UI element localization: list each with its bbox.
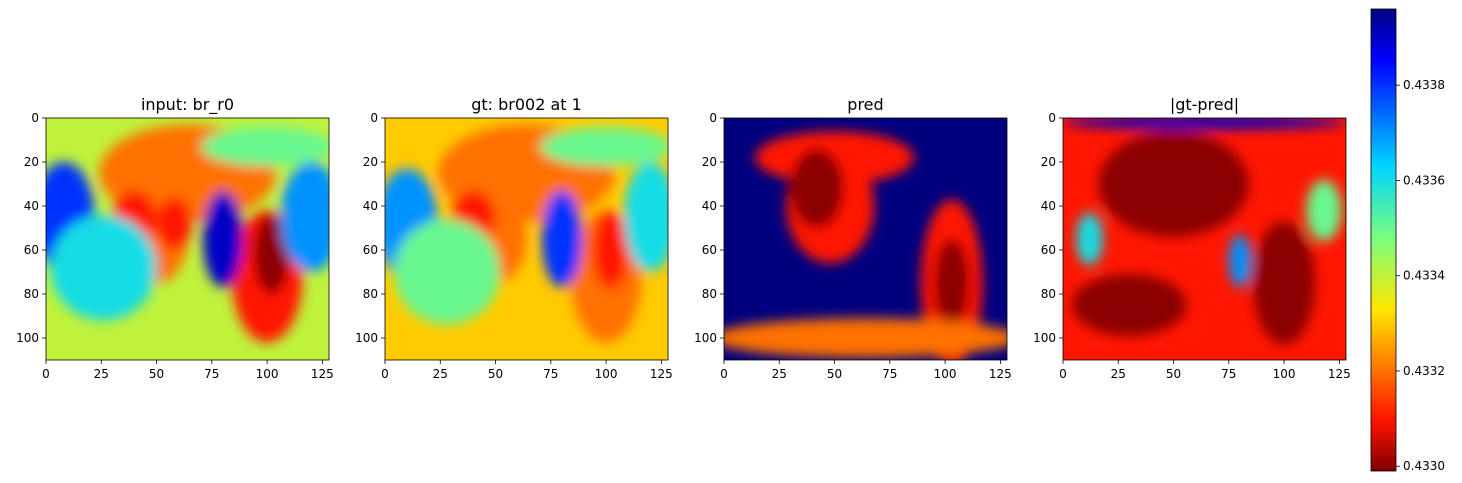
y-tick-label: 80 bbox=[24, 287, 39, 301]
y-tick-label: 20 bbox=[1041, 155, 1056, 169]
y-tick-label: 0 bbox=[709, 111, 717, 125]
x-tick-label: 100 bbox=[1273, 367, 1296, 381]
axes-frame bbox=[1062, 117, 1347, 361]
x-tick-label: 125 bbox=[989, 367, 1012, 381]
heatmap-region-3 bbox=[790, 148, 844, 228]
y-tick-label: 100 bbox=[1033, 331, 1056, 345]
y-tick-label: 40 bbox=[363, 199, 378, 213]
colorbar: 0.4338 0.4336 0.4334 0.4332 0.4330 bbox=[1370, 8, 1445, 473]
y-tick-label: 80 bbox=[1041, 287, 1056, 301]
axes-frame bbox=[45, 117, 330, 361]
heatmap-region-5 bbox=[934, 239, 970, 327]
y-tick-label: 60 bbox=[24, 243, 39, 257]
panel-title: input: br_r0 bbox=[141, 95, 234, 115]
x-tick-label: 75 bbox=[1221, 367, 1236, 381]
y-tick-label: 80 bbox=[702, 287, 717, 301]
x-tick-label: 75 bbox=[882, 367, 897, 381]
heatmap-region-5 bbox=[592, 210, 629, 290]
x-tick-label: 50 bbox=[827, 367, 842, 381]
x-tick-label: 0 bbox=[42, 367, 50, 381]
heatmap-panel-2: gt: br002 at 1 0 25 50 75 100 125 0 20 40 60 80 100 bbox=[355, 95, 673, 381]
x-tick-label: 100 bbox=[595, 367, 618, 381]
x-tick-label: 25 bbox=[772, 367, 787, 381]
heatmap-image bbox=[1063, 118, 1346, 360]
heatmap-region-9 bbox=[623, 162, 668, 272]
heatmap-image bbox=[724, 118, 1007, 360]
y-tick-label: 40 bbox=[702, 199, 717, 213]
x-tick-label: 0 bbox=[720, 367, 728, 381]
y-tick-label: 0 bbox=[370, 111, 378, 125]
x-tick-label: 75 bbox=[204, 367, 219, 381]
y-tick-label: 20 bbox=[702, 155, 717, 169]
heatmap-panel-3: pred 0 25 50 75 100 125 0 20 40 60 80 100 bbox=[694, 95, 1012, 381]
axes-frame bbox=[723, 117, 1008, 361]
heatmap-region-8 bbox=[541, 190, 582, 288]
y-tick-label: 20 bbox=[24, 155, 39, 169]
heatmap-region-2 bbox=[1071, 274, 1187, 336]
heatmap-region-11 bbox=[200, 126, 329, 167]
y-tick-label: 20 bbox=[363, 155, 378, 169]
y-tick-label: 60 bbox=[363, 243, 378, 257]
y-tick-label: 100 bbox=[694, 331, 717, 345]
heatmap-region-4 bbox=[1306, 179, 1342, 242]
heatmap-region-6 bbox=[1228, 234, 1251, 288]
colorbar-tick-label: 0.4330 bbox=[1403, 459, 1445, 473]
heatmap-panel-4: |gt-pred| 0 25 50 75 100 125 0 20 40 60 80 100 bbox=[1033, 95, 1351, 381]
heatmap-region-10 bbox=[280, 162, 329, 272]
y-tick-label: 100 bbox=[16, 331, 39, 345]
x-tick-label: 25 bbox=[433, 367, 448, 381]
heatmap-region-6 bbox=[724, 318, 1007, 358]
panels-group: input: br_r00 25 50 75 100 125020406080100gt:… bbox=[16, 95, 1351, 381]
x-tick-label: 25 bbox=[1111, 367, 1126, 381]
y-tick-label: 80 bbox=[363, 287, 378, 301]
heatmap-region-7 bbox=[393, 219, 500, 325]
x-tick-label: 0 bbox=[1059, 367, 1067, 381]
y-tick-label: 40 bbox=[1041, 199, 1056, 213]
x-tick-label: 0 bbox=[381, 367, 389, 381]
heatmap-region-1 bbox=[1098, 131, 1249, 237]
x-tick-label: 50 bbox=[149, 367, 164, 381]
heatmap-image bbox=[385, 118, 668, 360]
y-tick-label: 0 bbox=[31, 111, 39, 125]
heatmap-image bbox=[46, 118, 329, 360]
panel-title: pred bbox=[847, 95, 883, 114]
heatmap-region-3 bbox=[1253, 221, 1316, 345]
x-tick-label: 25 bbox=[94, 367, 109, 381]
y-tick-label: 60 bbox=[702, 243, 717, 257]
x-tick-label: 125 bbox=[650, 367, 673, 381]
heatmap-region-9 bbox=[202, 190, 243, 288]
y-tick-label: 100 bbox=[355, 331, 378, 345]
panel-title: gt: br002 at 1 bbox=[471, 95, 582, 114]
colorbar-tick-label: 0.4332 bbox=[1403, 364, 1445, 378]
colorbar-gradient bbox=[1370, 8, 1397, 472]
x-tick-label: 75 bbox=[543, 367, 558, 381]
heatmap-region-7 bbox=[1063, 118, 1346, 129]
colorbar-tick-label: 0.4338 bbox=[1403, 78, 1445, 92]
heatmap-region-5 bbox=[1076, 212, 1103, 266]
x-tick-label: 100 bbox=[934, 367, 957, 381]
heatmap-region-6 bbox=[253, 214, 290, 294]
y-tick-label: 0 bbox=[1048, 111, 1056, 125]
colorbar-tick-label: 0.4336 bbox=[1403, 173, 1445, 187]
panel-title: |gt-pred| bbox=[1170, 95, 1239, 114]
colorbar-tick-label: 0.4334 bbox=[1403, 269, 1445, 283]
heatmap-region-10 bbox=[539, 126, 668, 167]
x-tick-label: 100 bbox=[256, 367, 279, 381]
x-tick-label: 50 bbox=[1166, 367, 1181, 381]
x-tick-label: 50 bbox=[488, 367, 503, 381]
axes-frame bbox=[384, 117, 669, 361]
heatmap-region-4 bbox=[156, 197, 192, 251]
heatmap-panel-1: input: br_r0 0 25 50 75 100 125 0 20 40 60 80 100 bbox=[16, 95, 334, 381]
x-tick-label: 125 bbox=[311, 367, 334, 381]
y-tick-label: 60 bbox=[1041, 243, 1056, 257]
x-tick-label: 125 bbox=[1328, 367, 1351, 381]
heatmap-region-8 bbox=[50, 214, 157, 321]
y-tick-label: 40 bbox=[24, 199, 39, 213]
